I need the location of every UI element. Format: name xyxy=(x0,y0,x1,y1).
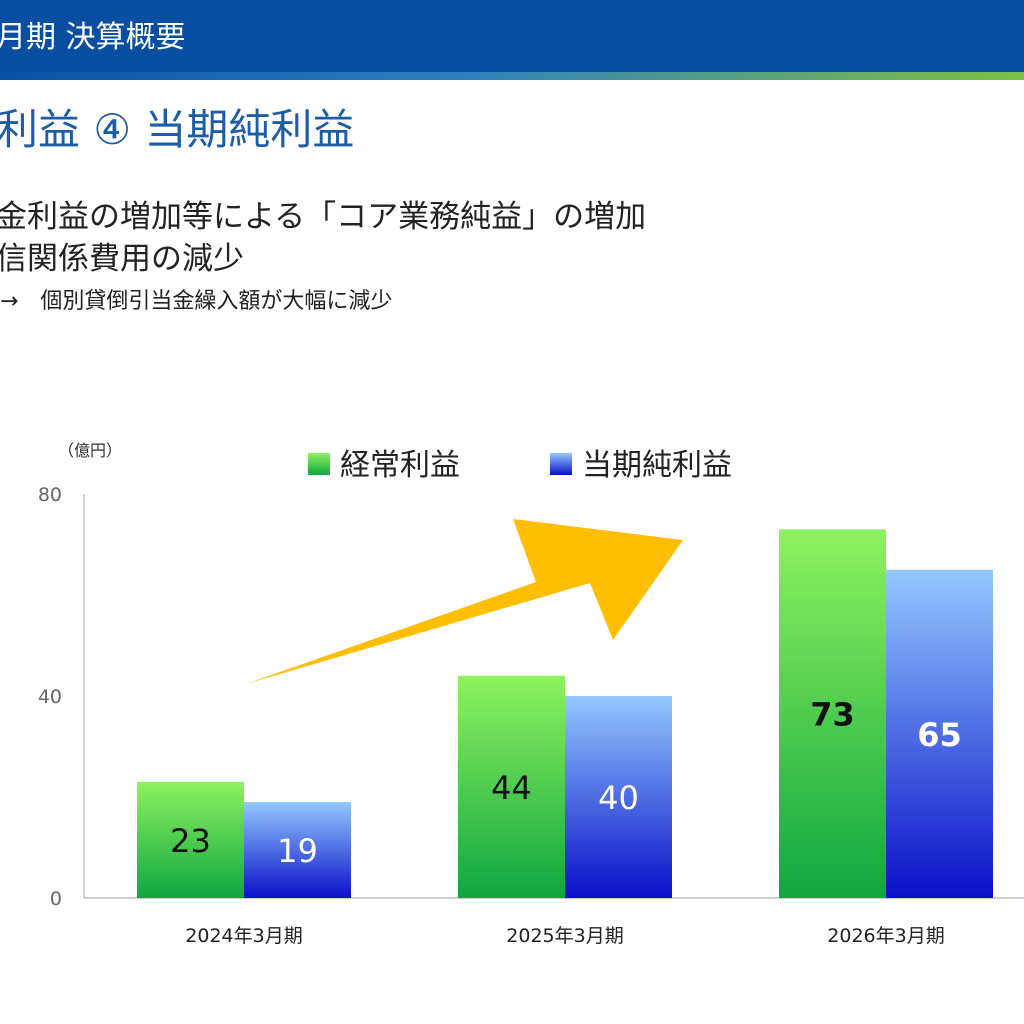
y-tick-label: 40 xyxy=(38,686,62,708)
x-tick-label: 2025年3月期 xyxy=(506,925,623,947)
legend-layer: 経常利益 当期純利益 xyxy=(308,448,732,483)
bar-data-label: 44 xyxy=(491,769,532,807)
bar-net-income xyxy=(565,696,672,898)
y-axis-unit-label: （億円） xyxy=(58,441,122,460)
x-tick-label: 2024年3月期 xyxy=(185,925,302,947)
trend-arrow xyxy=(246,519,683,684)
bar-data-label: 65 xyxy=(917,716,962,754)
bar-ordinary-profit xyxy=(779,529,886,898)
header-stripe xyxy=(0,72,1024,80)
header-bar xyxy=(0,0,1024,72)
bar-ordinary-profit xyxy=(137,781,244,898)
legend-swatch xyxy=(550,453,572,475)
bullet-text-1: 金利益の増加等による「コア業務純益」の増加 xyxy=(0,199,647,235)
bar-data-label: 19 xyxy=(277,832,318,870)
legend-label: 経常利益 xyxy=(340,448,460,483)
arrow-layer xyxy=(246,519,683,684)
bullet-text-2: 信関係費用の減少 xyxy=(0,241,244,277)
y-tick-label: 80 xyxy=(38,484,62,506)
bar-data-label: 23 xyxy=(170,822,211,860)
chart-svg: （億円） 0 40 80 23 19 2024年3月期 44 40 2025年3月期 73 65 20… xyxy=(38,441,1024,947)
legend-swatch xyxy=(308,453,330,475)
y-tick-label: 0 xyxy=(50,888,62,910)
bar-ordinary-profit xyxy=(458,675,565,898)
bar-net-income xyxy=(886,569,993,898)
x-tick-label: 2026年3月期 xyxy=(827,925,944,947)
section-title: 利益 ④ 当期純利益 xyxy=(0,105,355,154)
bars-layer xyxy=(137,529,993,898)
header-title: 月期 決算概要 xyxy=(0,20,186,55)
labels-layer: 23 19 2024年3月期 44 40 2025年3月期 73 65 2026年3月期 xyxy=(170,696,962,947)
chart: （億円） 0 40 80 23 19 2024年3月期 44 40 2025年3月期 73 65 20… xyxy=(0,420,1024,980)
bar-data-label: 73 xyxy=(810,696,855,734)
legend-label: 当期純利益 xyxy=(582,448,732,483)
bullet-text-3: → 個別貸倒引当金繰入額が大幅に減少 xyxy=(0,289,393,314)
bar-data-label: 40 xyxy=(598,779,639,817)
bar-net-income xyxy=(244,802,351,898)
